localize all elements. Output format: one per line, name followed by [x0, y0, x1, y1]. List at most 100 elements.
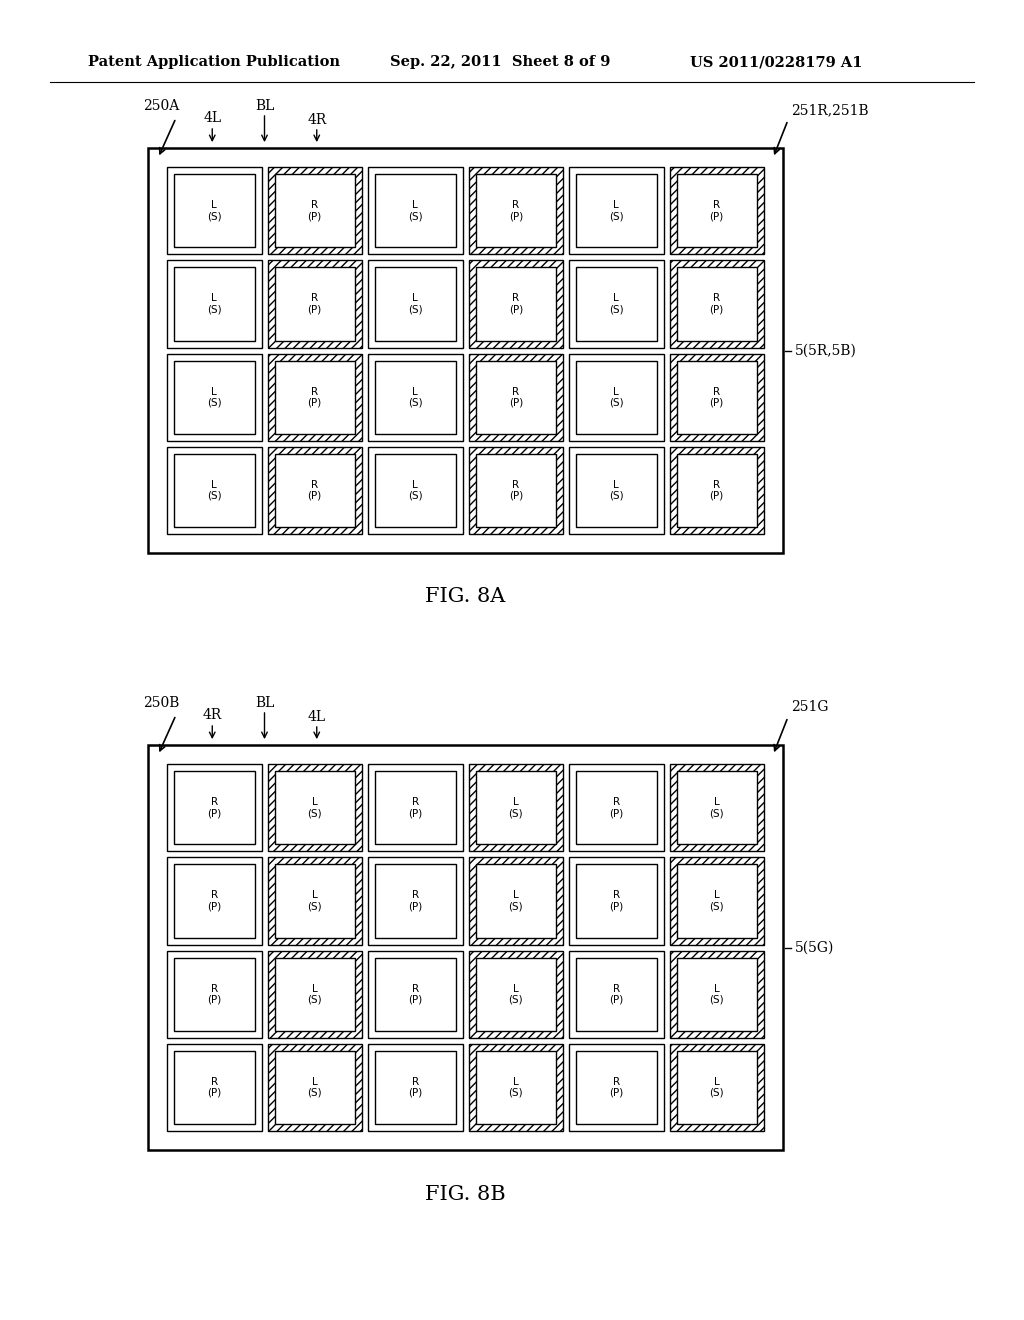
- Text: R
(P): R (P): [509, 480, 523, 500]
- Text: R
(P): R (P): [307, 480, 322, 500]
- Text: FIG. 8A: FIG. 8A: [425, 587, 506, 606]
- Bar: [368, 950, 463, 1038]
- Text: L
(S): L (S): [207, 201, 221, 220]
- Bar: [375, 174, 456, 247]
- Bar: [274, 360, 355, 434]
- Bar: [475, 454, 556, 527]
- Bar: [174, 454, 255, 527]
- Bar: [375, 267, 456, 341]
- Text: L
(S): L (S): [710, 797, 724, 818]
- Bar: [368, 354, 463, 441]
- Text: R
(P): R (P): [710, 387, 724, 408]
- Bar: [469, 857, 563, 945]
- Text: 4L: 4L: [203, 111, 221, 125]
- Text: L
(S): L (S): [509, 797, 523, 818]
- Text: L
(S): L (S): [710, 1077, 724, 1098]
- Text: R
(P): R (P): [207, 797, 221, 818]
- Bar: [167, 260, 261, 347]
- Bar: [274, 267, 355, 341]
- Text: 250A: 250A: [143, 99, 179, 114]
- Text: R
(P): R (P): [609, 891, 624, 911]
- Bar: [670, 857, 764, 945]
- Text: R
(P): R (P): [609, 797, 624, 818]
- Bar: [167, 354, 261, 441]
- Bar: [677, 957, 757, 1031]
- Bar: [475, 1051, 556, 1125]
- Text: US 2011/0228179 A1: US 2011/0228179 A1: [690, 55, 862, 69]
- Bar: [368, 857, 463, 945]
- Text: 4L: 4L: [307, 710, 326, 723]
- Text: Patent Application Publication: Patent Application Publication: [88, 55, 340, 69]
- Bar: [375, 360, 456, 434]
- Bar: [375, 957, 456, 1031]
- Bar: [677, 267, 757, 341]
- Bar: [670, 168, 764, 255]
- Bar: [174, 1051, 255, 1125]
- Bar: [368, 764, 463, 851]
- Text: R
(P): R (P): [207, 891, 221, 911]
- Bar: [677, 1051, 757, 1125]
- Bar: [569, 1044, 664, 1131]
- Text: Sep. 22, 2011  Sheet 8 of 9: Sep. 22, 2011 Sheet 8 of 9: [390, 55, 610, 69]
- Text: L
(S): L (S): [307, 983, 323, 1005]
- Bar: [575, 360, 656, 434]
- Text: L
(S): L (S): [207, 387, 221, 408]
- Bar: [148, 744, 783, 1150]
- Text: 4R: 4R: [307, 114, 327, 127]
- Bar: [469, 354, 563, 441]
- Bar: [267, 354, 362, 441]
- Bar: [475, 174, 556, 247]
- Text: 5(5R,5B): 5(5R,5B): [795, 343, 857, 358]
- Text: L
(S): L (S): [207, 293, 221, 314]
- Bar: [575, 1051, 656, 1125]
- Text: R
(P): R (P): [409, 1077, 422, 1098]
- Bar: [569, 260, 664, 347]
- Bar: [677, 360, 757, 434]
- Bar: [267, 446, 362, 535]
- Bar: [469, 1044, 563, 1131]
- Text: BL: BL: [255, 696, 274, 710]
- Bar: [167, 857, 261, 945]
- Text: R
(P): R (P): [409, 983, 422, 1005]
- Bar: [670, 764, 764, 851]
- Bar: [174, 360, 255, 434]
- Bar: [174, 957, 255, 1031]
- Bar: [670, 1044, 764, 1131]
- Bar: [274, 771, 355, 845]
- Text: L
(S): L (S): [408, 201, 423, 220]
- Text: R
(P): R (P): [710, 480, 724, 500]
- Bar: [368, 1044, 463, 1131]
- Text: L
(S): L (S): [307, 797, 323, 818]
- Text: 251R,251B: 251R,251B: [791, 103, 868, 117]
- Bar: [174, 267, 255, 341]
- Bar: [475, 771, 556, 845]
- Bar: [274, 1051, 355, 1125]
- Bar: [368, 168, 463, 255]
- Text: L
(S): L (S): [609, 480, 624, 500]
- Bar: [267, 260, 362, 347]
- Text: R
(P): R (P): [409, 797, 422, 818]
- Text: R
(P): R (P): [207, 983, 221, 1005]
- Text: R
(P): R (P): [509, 201, 523, 220]
- Bar: [575, 865, 656, 937]
- Text: L
(S): L (S): [509, 891, 523, 911]
- Bar: [375, 771, 456, 845]
- Bar: [469, 950, 563, 1038]
- Bar: [375, 454, 456, 527]
- Bar: [267, 764, 362, 851]
- Bar: [375, 865, 456, 937]
- Bar: [174, 771, 255, 845]
- Text: R
(P): R (P): [307, 387, 322, 408]
- Text: L
(S): L (S): [307, 1077, 323, 1098]
- Bar: [267, 168, 362, 255]
- Bar: [274, 174, 355, 247]
- Bar: [670, 446, 764, 535]
- Bar: [375, 1051, 456, 1125]
- Bar: [475, 267, 556, 341]
- Bar: [670, 354, 764, 441]
- Bar: [575, 454, 656, 527]
- Bar: [167, 168, 261, 255]
- Text: L
(S): L (S): [307, 891, 323, 911]
- Text: L
(S): L (S): [609, 201, 624, 220]
- Bar: [475, 865, 556, 937]
